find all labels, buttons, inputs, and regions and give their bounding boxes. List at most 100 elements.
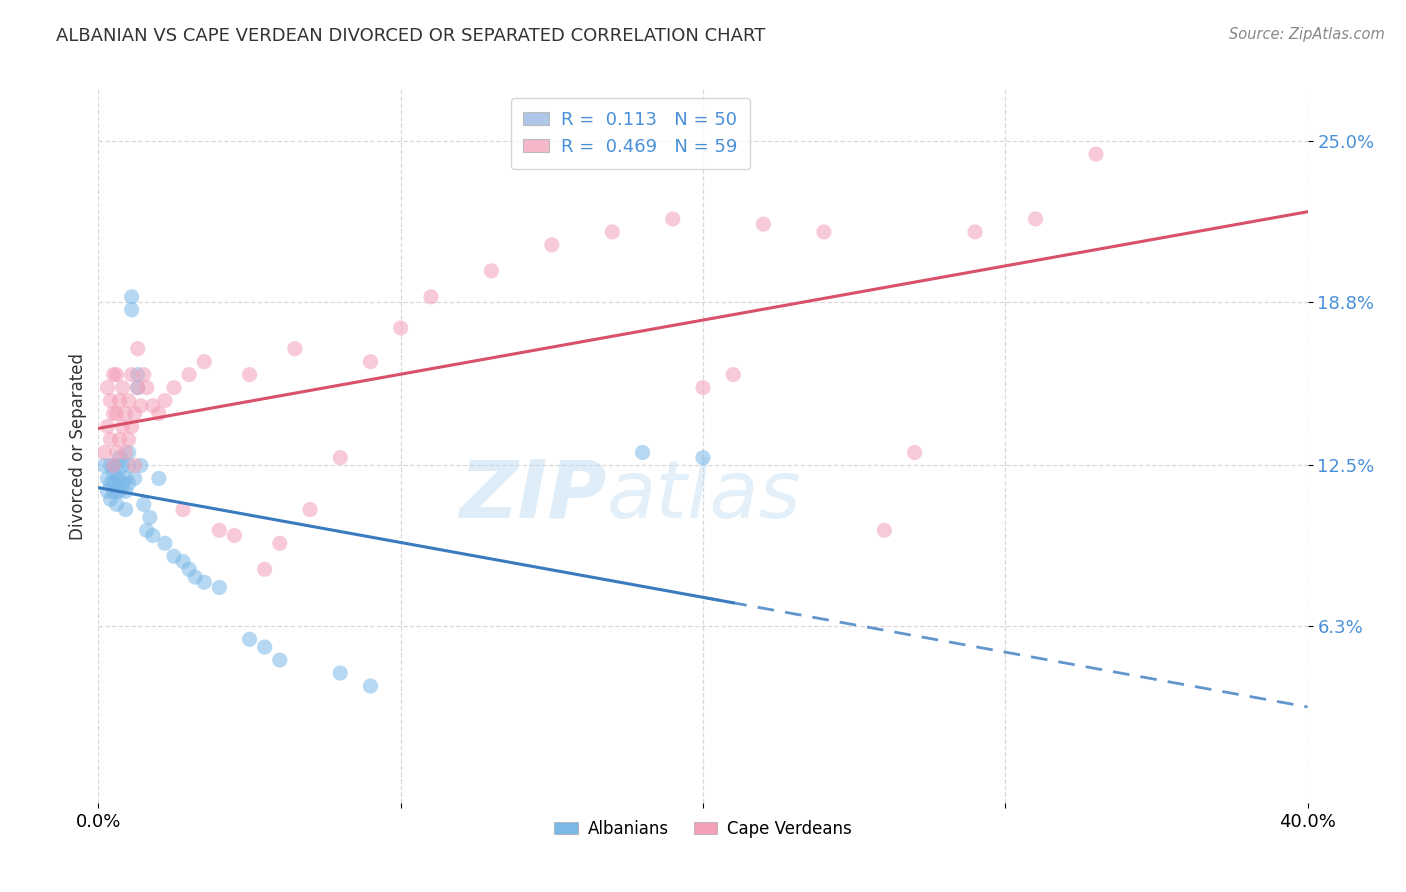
Point <box>153 393 176 408</box>
Point <box>148 471 170 485</box>
Point <box>118 433 141 447</box>
Point <box>105 407 128 421</box>
Point <box>179 562 201 576</box>
Point <box>132 368 155 382</box>
Point <box>108 433 131 447</box>
Point <box>100 458 122 473</box>
Point <box>111 458 134 473</box>
Point <box>135 524 157 538</box>
Point <box>139 510 162 524</box>
Point <box>253 640 276 654</box>
Point <box>103 467 125 481</box>
Point <box>127 368 149 382</box>
Point <box>153 536 176 550</box>
Text: Source: ZipAtlas.com: Source: ZipAtlas.com <box>1229 27 1385 42</box>
Point <box>172 502 194 516</box>
Point <box>93 458 115 473</box>
Point <box>103 484 125 499</box>
Point <box>105 484 128 499</box>
Point <box>118 393 141 408</box>
Point <box>163 549 186 564</box>
Point <box>118 458 141 473</box>
Point <box>103 458 125 473</box>
Point <box>224 528 246 542</box>
Point <box>93 445 115 459</box>
Point <box>103 407 125 421</box>
Point <box>118 445 141 459</box>
Point <box>105 497 128 511</box>
Point <box>96 484 118 499</box>
Text: ZIP: ZIP <box>458 457 606 535</box>
Point <box>118 476 141 491</box>
Point <box>108 450 131 465</box>
Point <box>1024 211 1046 226</box>
Point <box>965 225 987 239</box>
Point <box>208 581 231 595</box>
Point <box>114 445 136 459</box>
Point <box>299 502 322 516</box>
Point <box>129 399 152 413</box>
Point <box>269 653 291 667</box>
Point <box>752 217 775 231</box>
Point <box>103 476 125 491</box>
Point <box>127 342 149 356</box>
Point <box>692 381 714 395</box>
Point <box>100 492 122 507</box>
Point <box>124 458 146 473</box>
Point <box>108 471 131 485</box>
Point <box>124 471 146 485</box>
Point <box>114 407 136 421</box>
Point <box>420 290 443 304</box>
Point <box>661 211 683 226</box>
Point <box>193 575 215 590</box>
Point <box>100 393 122 408</box>
Point <box>193 354 215 368</box>
Point <box>114 502 136 516</box>
Point <box>1085 147 1108 161</box>
Point <box>142 399 165 413</box>
Point <box>127 381 149 395</box>
Point <box>208 524 231 538</box>
Point <box>172 554 194 568</box>
Point <box>121 302 143 317</box>
Point <box>111 419 134 434</box>
Point <box>100 476 122 491</box>
Point <box>114 484 136 499</box>
Point <box>148 407 170 421</box>
Point <box>108 393 131 408</box>
Point <box>239 632 262 647</box>
Point <box>873 524 896 538</box>
Point <box>105 368 128 382</box>
Point <box>163 381 186 395</box>
Point <box>105 445 128 459</box>
Point <box>121 290 143 304</box>
Point <box>135 381 157 395</box>
Point <box>105 458 128 473</box>
Point <box>100 433 122 447</box>
Point <box>329 666 352 681</box>
Point <box>103 458 125 473</box>
Point <box>121 368 143 382</box>
Point <box>692 450 714 465</box>
Point <box>127 381 149 395</box>
Point <box>904 445 927 459</box>
Point <box>111 476 134 491</box>
Point <box>239 368 262 382</box>
Text: atlas: atlas <box>606 457 801 535</box>
Point <box>108 484 131 499</box>
Point <box>602 225 624 239</box>
Point <box>631 445 654 459</box>
Point <box>129 458 152 473</box>
Point <box>360 679 382 693</box>
Legend: Albanians, Cape Verdeans: Albanians, Cape Verdeans <box>547 814 859 845</box>
Point <box>124 407 146 421</box>
Point <box>360 354 382 368</box>
Point <box>114 471 136 485</box>
Point <box>253 562 276 576</box>
Text: ALBANIAN VS CAPE VERDEAN DIVORCED OR SEPARATED CORRELATION CHART: ALBANIAN VS CAPE VERDEAN DIVORCED OR SEP… <box>56 27 766 45</box>
Point <box>481 264 503 278</box>
Point <box>96 381 118 395</box>
Point <box>540 238 562 252</box>
Point <box>142 528 165 542</box>
Y-axis label: Divorced or Separated: Divorced or Separated <box>69 352 87 540</box>
